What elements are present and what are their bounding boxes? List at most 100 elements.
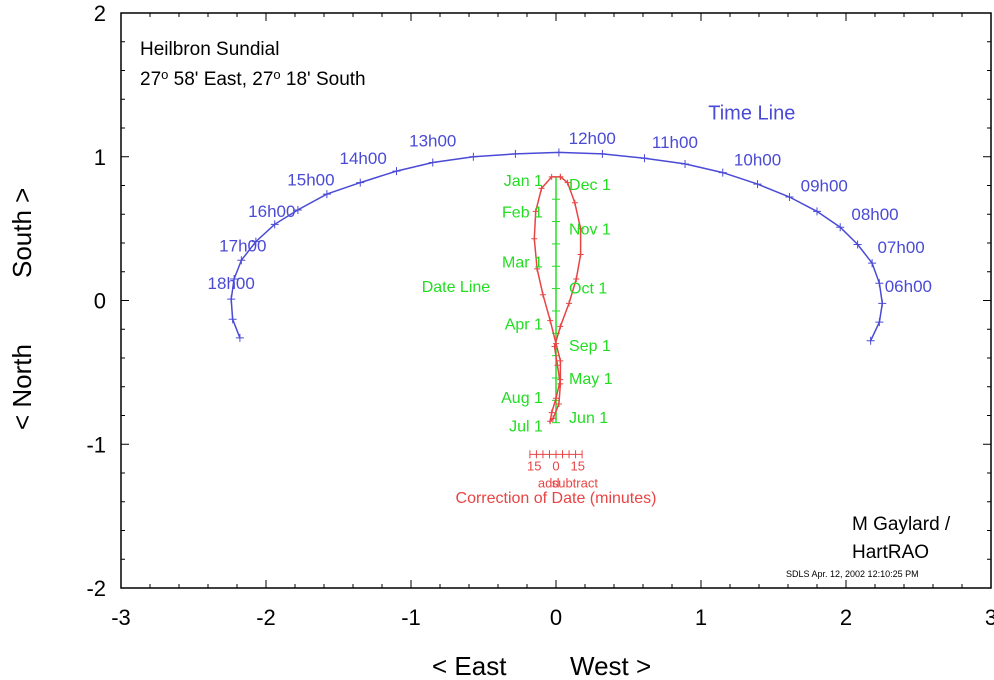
time-line-marker xyxy=(681,159,690,168)
hour-label: 13h00 xyxy=(409,132,456,151)
hour-label: 15h00 xyxy=(287,171,334,190)
time-line-marker xyxy=(356,178,365,187)
analemma-marker xyxy=(531,235,538,242)
correction-subtract-label: subtract xyxy=(552,475,599,490)
x-tick-label: -3 xyxy=(111,605,131,630)
x-tick-label: 2 xyxy=(840,605,852,630)
author-credit: M Gaylard / xyxy=(852,514,951,535)
date-label: Feb 1 xyxy=(502,204,543,221)
hour-label: 17h00 xyxy=(219,237,266,256)
date-label: Jul 1 xyxy=(509,419,543,436)
y-axis-title-north: < North xyxy=(7,344,37,430)
date-label: Oct 1 xyxy=(569,281,607,298)
date-label: Mar 1 xyxy=(502,255,543,272)
hour-label: 10h00 xyxy=(734,150,781,169)
series-layer: 18h00 17h00 16h00 15h00 14h00 13h00 12h00 11h00… xyxy=(208,102,932,507)
y-tick-label: 2 xyxy=(94,1,106,26)
time-line-marker xyxy=(230,274,239,283)
date-label: Sep 1 xyxy=(569,338,611,355)
hour-label: 11h00 xyxy=(652,133,698,152)
time-line-marker xyxy=(718,168,727,177)
time-line-marker xyxy=(228,315,237,324)
time-line-marker xyxy=(598,149,607,158)
y-axis-title-south: South > xyxy=(7,188,37,278)
date-label: May 1 xyxy=(569,371,613,388)
hour-label: 12h00 xyxy=(569,129,616,148)
hour-label: 14h00 xyxy=(340,149,387,168)
time-line-marker xyxy=(469,152,478,161)
time-line-marker xyxy=(511,149,520,158)
x-tick-label: 3 xyxy=(985,605,994,630)
correction-title: Correction of Date (minutes) xyxy=(456,490,657,507)
analemma-marker xyxy=(564,179,571,186)
analemma-marker xyxy=(539,291,546,298)
date-label: Jun 1 xyxy=(569,410,608,427)
y-tick-label: 1 xyxy=(94,145,106,170)
x-tick-label: 1 xyxy=(695,605,707,630)
correction-scale-label: 15 xyxy=(527,458,541,473)
time-line-marker xyxy=(753,180,762,189)
analemma-marker xyxy=(551,343,558,350)
analemma-marker xyxy=(548,173,555,180)
time-line-marker xyxy=(875,318,884,327)
analemma-marker xyxy=(555,401,562,407)
y-tick-label: -1 xyxy=(86,432,106,457)
time-line-marker xyxy=(554,148,563,157)
time-line-marker xyxy=(322,190,331,199)
hour-label: 07h00 xyxy=(877,238,924,257)
x-axis-title-east: < East xyxy=(432,651,507,680)
correction-scale-label: 15 xyxy=(571,458,585,473)
chart-title: Heilbron Sundial xyxy=(140,39,279,60)
x-tick-label: 0 xyxy=(550,605,562,630)
date-label: Dec 1 xyxy=(569,177,611,194)
time-line-marker xyxy=(251,237,260,246)
correction-scale-label: 0 xyxy=(552,458,559,473)
analemma-marker xyxy=(548,409,555,416)
time-line-marker xyxy=(853,240,862,249)
time-line-marker xyxy=(428,158,437,167)
analemma-marker xyxy=(553,340,559,347)
date-label: Apr 1 xyxy=(505,317,543,334)
hour-label: 09h00 xyxy=(801,176,848,195)
time-line-marker xyxy=(270,220,279,229)
analemma-marker xyxy=(557,380,564,387)
analemma-marker xyxy=(577,225,584,232)
analemma-marker xyxy=(538,185,545,192)
analemma-marker xyxy=(557,323,564,330)
time-line-marker xyxy=(836,223,845,232)
time-line-marker xyxy=(237,256,246,265)
date-label: Jan 1 xyxy=(504,173,543,190)
hour-label: 08h00 xyxy=(851,205,898,224)
analemma-marker xyxy=(554,362,561,369)
time-line-marker xyxy=(235,333,244,342)
analemma-marker xyxy=(547,317,554,324)
timestamp-stamp: SDLS Apr. 12, 2002 12:10:25 PM xyxy=(786,569,919,579)
analemma-marker xyxy=(553,395,559,402)
time-line-title: Time Line xyxy=(708,102,795,124)
time-line-marker xyxy=(392,167,401,176)
time-line-marker xyxy=(785,193,794,201)
analemma-marker xyxy=(566,300,573,307)
time-line-marker xyxy=(878,299,887,308)
analemma-marker xyxy=(534,265,541,272)
y-tick-label: -2 xyxy=(86,576,106,601)
hour-label: 18h00 xyxy=(208,274,255,293)
x-axis-title-west: West > xyxy=(570,651,651,680)
x-tick-label: -2 xyxy=(256,605,276,630)
org-credit: HartRAO xyxy=(852,542,929,563)
analemma-marker xyxy=(571,199,578,206)
hour-label: 06h00 xyxy=(885,277,932,296)
time-line-marker xyxy=(227,295,236,304)
x-tick-label: -1 xyxy=(401,605,421,630)
date-label: Aug 1 xyxy=(501,390,543,407)
y-tick-label: 0 xyxy=(94,289,106,314)
analemma-marker xyxy=(573,275,580,282)
date-label: Nov 1 xyxy=(569,222,611,239)
time-line-marker xyxy=(875,279,884,288)
analemma-marker xyxy=(532,208,539,215)
time-line-marker xyxy=(813,207,821,216)
analemma-marker xyxy=(547,418,554,425)
time-line-marker xyxy=(293,205,302,214)
